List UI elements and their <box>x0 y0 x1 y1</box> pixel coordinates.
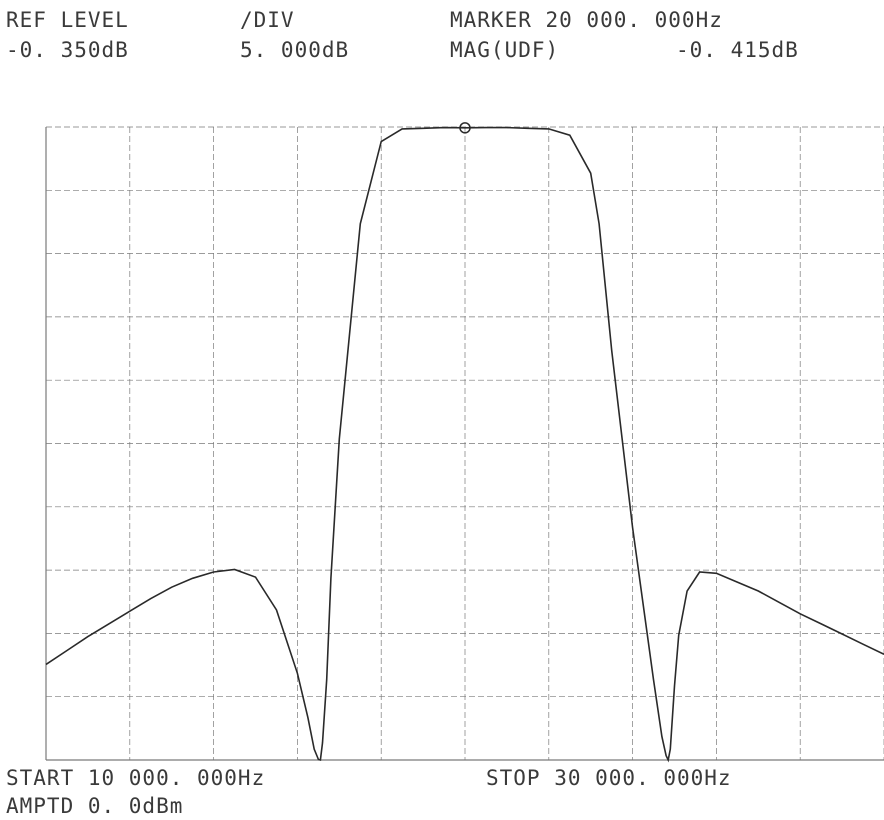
marker-label: MARKER 20 000. 000Hz <box>450 8 723 32</box>
plot-grid <box>45 126 884 761</box>
amplitude-label: AMPTD 0. 0dBm <box>6 794 184 818</box>
div-value: 5. 000dB <box>240 38 350 62</box>
mag-value: -0. 415dB <box>676 38 799 62</box>
ref-level-value: -0. 350dB <box>6 38 129 62</box>
ref-level-label: REF LEVEL <box>6 8 129 32</box>
div-label: /DIV <box>240 8 295 32</box>
frequency-response-trace <box>45 126 884 763</box>
start-frequency-label: START 10 000. 000Hz <box>6 766 266 790</box>
mag-label: MAG(UDF) <box>450 38 560 62</box>
marker-point <box>459 122 471 134</box>
stop-frequency-label: STOP 30 000. 000Hz <box>486 766 732 790</box>
